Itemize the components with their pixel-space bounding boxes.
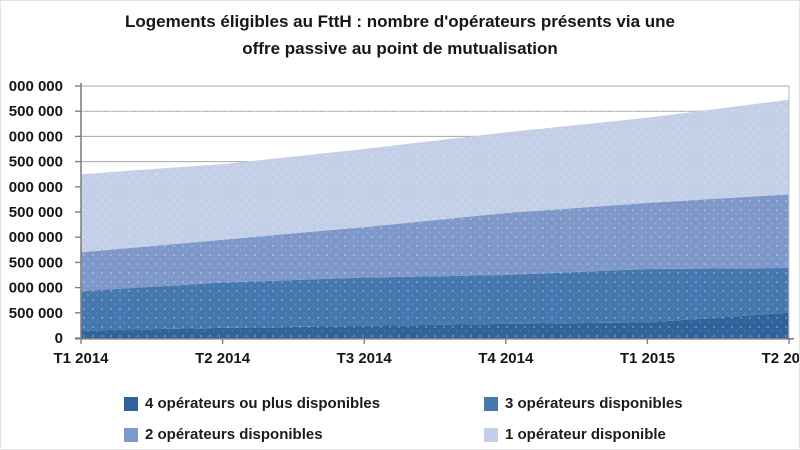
y-axis-tick-label: 500 000 [9, 103, 63, 120]
x-axis-tick-label: T3 2014 [337, 350, 393, 367]
y-axis-tick-label: 000 000 [9, 229, 63, 246]
chart-title: Logements éligibles au FttH : nombre d'o… [1, 8, 799, 62]
x-axis-tick-label: T1 2014 [53, 350, 109, 367]
legend-label: 1 opérateur disponible [505, 426, 666, 443]
y-axis-tick-label: 500 000 [9, 254, 63, 271]
x-axis-tick-label: T4 2014 [478, 350, 534, 367]
legend-label: 4 opérateurs ou plus disponibles [145, 395, 381, 412]
y-axis-tick-label: 000 000 [9, 280, 63, 297]
x-axis-tick-label: T2 2014 [195, 350, 251, 367]
legend-label: 3 opérateurs disponibles [505, 395, 683, 412]
stacked-area-chart: 000 000 500 000 000 000 500 000 000 000 500 0… [9, 78, 800, 367]
legend-swatch-1-operator-icon [484, 427, 498, 442]
y-axis-tick-label: 000 000 [9, 78, 63, 95]
legend-item-2-operators: 2 opérateurs disponibles [124, 426, 323, 443]
x-axis-tick-label: T1 2015 [620, 350, 675, 367]
y-axis-tick-label: 500 000 [9, 154, 63, 171]
legend-swatch-4-operators-icon [124, 396, 138, 411]
legend-swatch-2-operators-icon [124, 427, 138, 442]
legend-item-1-operator: 1 opérateur disponible [484, 426, 666, 443]
chart-title-line1: Logements éligibles au FttH : nombre d'o… [124, 12, 676, 31]
x-axis-tick-label: T2 20 [762, 350, 800, 367]
y-axis-tick-label: 500 000 [9, 305, 63, 322]
y-axis-tick-label: 000 000 [9, 179, 63, 196]
legend-item-4-operators: 4 opérateurs ou plus disponibles [124, 395, 380, 412]
y-axis-tick-label: 500 000 [9, 204, 63, 221]
y-axis-tick-label: 0 [55, 330, 63, 347]
y-axis-tick-label: 000 000 [9, 128, 63, 145]
chart-title-line2: offre passive au point de mutualisation [242, 39, 558, 58]
area-texture-overlay [81, 86, 789, 338]
legend-label: 2 opérateurs disponibles [145, 426, 323, 443]
legend-item-3-operators: 3 opérateurs disponibles [484, 395, 683, 412]
legend-swatch-3-operators-icon [484, 396, 498, 411]
